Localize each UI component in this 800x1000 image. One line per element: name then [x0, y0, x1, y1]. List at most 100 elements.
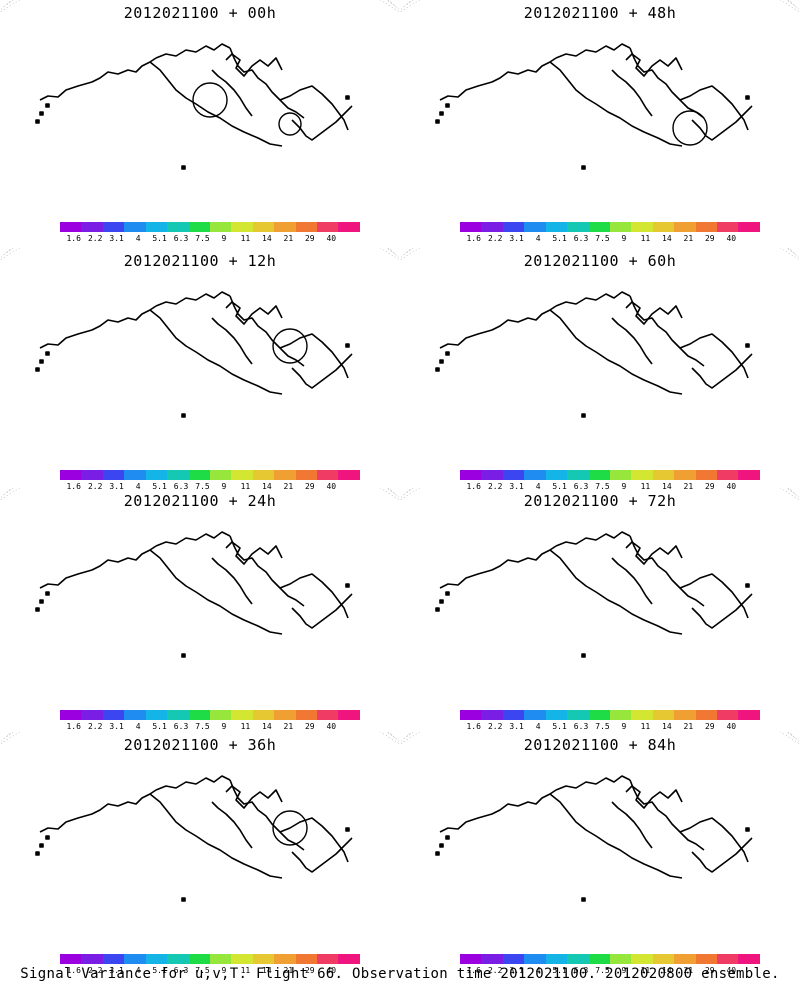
variance-contour [680, 25, 720, 55]
coastline [39, 57, 157, 101]
colorbar-swatch [252, 470, 275, 480]
island [439, 599, 444, 604]
island [345, 343, 350, 348]
panel-title: 2012021100 + 48h [523, 4, 677, 22]
colorbar-swatch [481, 954, 503, 964]
colorbar-tick-label: 3.1 [109, 722, 124, 731]
colorbar-tick-label: 29 [704, 234, 715, 243]
colorbar-tick-label: 7.5 [595, 482, 610, 491]
colorbar-tick-label: 3.1 [109, 966, 124, 975]
colorbar-swatch [188, 954, 210, 964]
colorbar-tick-label: 4 [135, 966, 141, 975]
coastline [439, 305, 557, 349]
colorbar-swatch [60, 710, 82, 720]
latitude-line [0, 248, 400, 282]
longitude-line [400, 0, 483, 71]
longitude-line [241, 25, 276, 71]
colorbar-swatch [145, 222, 168, 232]
colorbar-swatch [252, 954, 275, 964]
island [345, 95, 350, 100]
colorbar-tick-label: 5.1 [152, 722, 167, 731]
colorbar-swatch [60, 954, 82, 964]
coastline [229, 535, 305, 607]
variance-contour [152, 828, 188, 852]
projection-map [400, 248, 800, 435]
colorbar-swatch [631, 470, 653, 480]
colorbar-tick-label: 29 [704, 722, 715, 731]
colorbar-tick-label: 21 [683, 966, 694, 975]
map-panel: 2012021100 + 12h 1.6 2.2 3.1 4 5.1 6.3 7.5 9 11 14… [0, 248, 400, 491]
island [435, 367, 440, 372]
coastline [149, 61, 283, 147]
coastlines [35, 531, 353, 658]
colorbar-tick-label: 11 [240, 722, 251, 731]
longitude-line [124, 513, 159, 559]
longitude-line [717, 732, 800, 803]
colorbar-tick-label: 11 [640, 722, 651, 731]
colorbar-tick-label: 4 [135, 482, 141, 491]
colorbar-tick-label: 14 [262, 722, 272, 731]
latitude-line [0, 488, 400, 541]
longitude-line [453, 500, 519, 559]
coastline [149, 793, 283, 879]
latitude-line [400, 488, 800, 541]
colorbar-swatch [81, 954, 103, 964]
colorbar-tick-label: 1.6 [66, 722, 81, 731]
longitude-line [0, 732, 52, 803]
variance-contour [495, 767, 755, 803]
colorbar-tick-label: 21 [283, 482, 294, 491]
colorbar-swatch [502, 222, 525, 232]
colorbar-tick-label: 14 [262, 966, 272, 975]
variance-contour [132, 106, 168, 130]
colorbar-tick-label: 3.1 [509, 234, 524, 243]
colorbar [460, 470, 760, 480]
coastline [679, 85, 749, 131]
longitude-line [400, 488, 483, 559]
colorbar-swatch [545, 954, 568, 964]
colorbar [460, 954, 760, 964]
colorbar-tick-label: 11 [640, 234, 651, 243]
colorbar-swatch [524, 470, 546, 480]
coastline [155, 291, 231, 307]
longitude-line [641, 25, 676, 71]
island [35, 851, 40, 856]
colorbar-swatch [317, 954, 339, 964]
colorbar-swatch [317, 710, 339, 720]
colorbar-tick-label: 7.5 [195, 966, 210, 975]
longitude-line [0, 488, 52, 559]
colorbar-swatch [652, 222, 675, 232]
colorbar-tick-label: 6.3 [173, 722, 189, 731]
colorbar-swatch [738, 222, 760, 232]
longitude-line [348, 248, 400, 319]
colorbar-swatch [524, 954, 546, 964]
colorbar-swatch [252, 710, 275, 720]
coastline [229, 779, 305, 851]
colorbar-swatch [338, 222, 360, 232]
colorbar-tick-label: 1.6 [466, 234, 481, 243]
longitude-line [400, 488, 452, 559]
colorbar-tick-label: 21 [683, 234, 694, 243]
variance-contour [545, 411, 615, 435]
coastlines [35, 43, 353, 170]
colorbar-tick-label: 2.2 [87, 234, 103, 243]
figure-caption: Signal Variance for u,v,T. Flight 66. Ob… [20, 966, 780, 982]
coastline [691, 105, 753, 141]
colorbar-swatch [695, 954, 718, 964]
longitude-line [717, 0, 800, 71]
variance-contour [640, 273, 720, 319]
coastlines [435, 775, 753, 902]
colorbar-swatch [81, 222, 103, 232]
longitude-line [317, 248, 400, 319]
colorbar-swatch [209, 222, 232, 232]
island [35, 607, 40, 612]
colorbar-tick-label: 7.5 [595, 966, 610, 975]
latitude-line [0, 0, 400, 71]
colorbar-swatch [145, 954, 168, 964]
colorbar-swatch [295, 710, 318, 720]
colorbar-tick-label: 6.3 [573, 966, 589, 975]
colorbar-labels: 1.6 2.2 3.1 4 5.1 6.3 7.5 9 11 14 21 29 40 [60, 234, 360, 244]
island [181, 653, 186, 658]
longitude-line [641, 273, 676, 319]
colorbar-swatch [60, 470, 82, 480]
variance-contour [675, 268, 725, 298]
